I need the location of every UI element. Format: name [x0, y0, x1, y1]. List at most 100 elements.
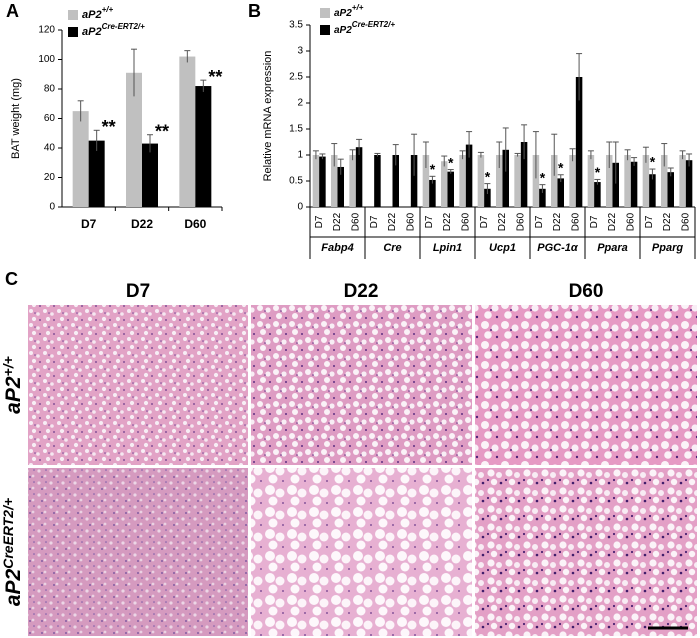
- legend-label-sup: Cre-ERT2/+: [352, 20, 396, 29]
- significance: *: [430, 161, 436, 177]
- bar: [679, 155, 686, 207]
- legend-label-main: aP2: [82, 26, 102, 38]
- y-axis-label: BAT weight (mg): [10, 78, 22, 159]
- histology-image: [28, 305, 248, 465]
- group-label: Cre: [383, 242, 401, 254]
- row-label-main: aP2: [2, 568, 25, 606]
- bar: [496, 155, 503, 207]
- x-tick-label: D22: [131, 217, 153, 231]
- legend-label-main: aP2: [82, 9, 102, 21]
- bar: [624, 155, 631, 207]
- group-label: Pparg: [652, 242, 683, 254]
- bar: [465, 144, 473, 207]
- legend-swatch: [320, 8, 330, 18]
- row-label: aP2+/+: [0, 356, 25, 414]
- x-tick-label: D60: [350, 212, 361, 231]
- column-header: D60: [569, 281, 604, 302]
- bar: [392, 155, 399, 207]
- x-tick-label: D7: [589, 215, 600, 228]
- x-tick-label: D60: [570, 212, 581, 231]
- x-tick-label: D22: [442, 212, 453, 231]
- bar: [484, 188, 491, 207]
- panel-letter: A: [6, 1, 19, 21]
- histology-grid: [28, 305, 697, 636]
- significance: **: [208, 67, 222, 87]
- histology-image: [28, 468, 248, 636]
- bar: [642, 155, 650, 207]
- legend-label-sup: Cre-ERT2/+: [102, 22, 146, 31]
- group-label: Fabp4: [321, 242, 353, 254]
- x-tick-label: D60: [515, 212, 526, 231]
- significance: *: [650, 154, 656, 170]
- x-tick-label: D60: [184, 217, 206, 231]
- x-tick-label: D60: [625, 212, 636, 231]
- bar: [575, 77, 583, 207]
- bar: [312, 155, 320, 207]
- bar: [355, 147, 363, 207]
- legend-label: aP2+/+: [82, 5, 113, 21]
- bar: [502, 149, 509, 207]
- bar: [649, 174, 656, 207]
- y-tick-label: 100: [38, 54, 55, 65]
- bar: [569, 155, 576, 207]
- bar: [667, 172, 674, 207]
- bar: [142, 143, 158, 207]
- bar: [606, 155, 613, 207]
- y-tick-label: 3: [297, 46, 303, 57]
- bar: [661, 155, 668, 207]
- histology-image: [251, 468, 472, 636]
- significance: *: [595, 164, 601, 180]
- bar: [349, 155, 356, 207]
- significance: **: [155, 121, 169, 141]
- bar: [514, 155, 521, 207]
- y-tick-label: 2.5: [289, 72, 303, 83]
- legend-label-main: aP2: [334, 8, 352, 19]
- significance: *: [485, 168, 491, 184]
- x-tick-label: D7: [369, 215, 380, 228]
- histology-image: [475, 305, 697, 465]
- y-tick-label: 80: [44, 84, 56, 95]
- significance: *: [540, 169, 546, 185]
- y-tick-label: 120: [38, 25, 55, 36]
- x-tick-label: D7: [314, 215, 325, 228]
- legend-label-main: aP2: [334, 25, 352, 36]
- significance: *: [448, 154, 454, 170]
- row-label-sup: +/+: [0, 356, 16, 376]
- x-tick-label: D7: [644, 215, 655, 228]
- bar: [331, 155, 338, 207]
- bar: [594, 182, 601, 207]
- y-tick-label: 0: [297, 202, 303, 213]
- legend-swatch: [68, 27, 78, 37]
- bar: [612, 162, 619, 207]
- bar: [422, 155, 430, 207]
- y-tick-label: 2: [297, 98, 303, 109]
- bar: [532, 155, 540, 207]
- y-tick-label: 20: [44, 172, 56, 183]
- bar: [337, 166, 344, 207]
- bar: [539, 188, 546, 207]
- y-tick-label: 1.5: [289, 124, 303, 135]
- bar: [410, 155, 418, 207]
- x-tick-label: D60: [405, 212, 416, 231]
- group-label: Ppara: [597, 242, 628, 254]
- bar: [195, 86, 212, 207]
- y-tick-label: 0.5: [289, 176, 303, 187]
- panel-letter: B: [248, 1, 261, 21]
- legend-swatch: [320, 25, 330, 35]
- column-header: D22: [344, 281, 379, 302]
- legend-label-sup: +/+: [102, 5, 114, 14]
- x-tick-label: D7: [424, 215, 435, 228]
- panel-letter: C: [5, 269, 18, 289]
- bar: [477, 155, 485, 207]
- bar: [520, 142, 528, 207]
- bar: [630, 161, 638, 207]
- x-tick-label: D22: [387, 212, 398, 231]
- bar: [447, 171, 454, 207]
- group-label: PGC-1α: [537, 242, 579, 254]
- bar: [557, 178, 564, 207]
- x-tick-label: D22: [662, 212, 673, 231]
- x-tick-label: D22: [552, 212, 563, 231]
- x-tick-label: D60: [460, 212, 471, 231]
- bar: [441, 161, 448, 207]
- y-tick-label: 1: [297, 150, 303, 161]
